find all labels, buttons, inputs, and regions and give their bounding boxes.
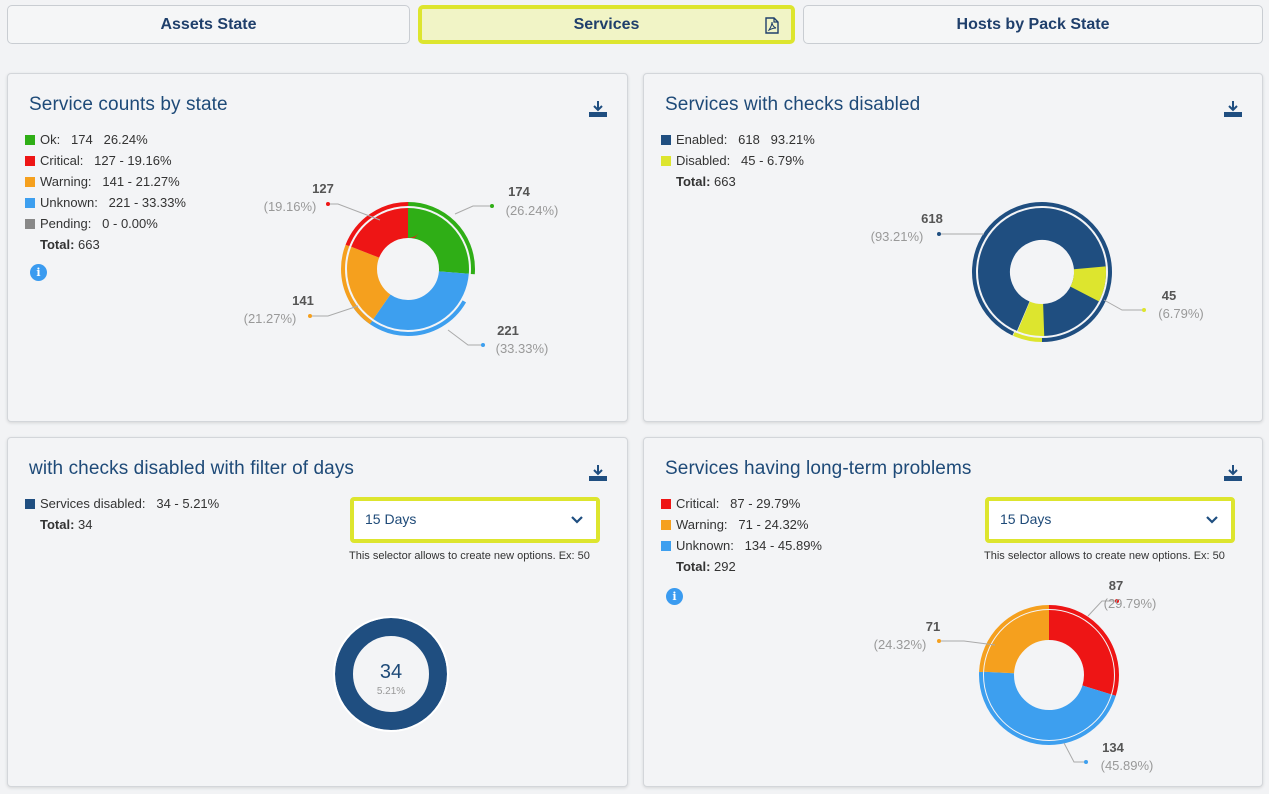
legend-item-unknown: Unknown: 221 - 33.33% — [25, 192, 186, 213]
card-title: Service counts by state — [29, 94, 228, 115]
pdf-icon[interactable] — [765, 17, 779, 34]
legend-item-critical: Critical: 87 - 29.79% — [661, 493, 822, 514]
chevron-down-icon — [571, 516, 583, 524]
label-warning-percent: (21.27%) — [244, 311, 297, 326]
legend: Critical: 87 - 29.79% Warning: 71 - 24.3… — [661, 493, 822, 577]
tab-label: Hosts by Pack State — [956, 15, 1110, 33]
legend-item-warning: Warning: 141 - 21.27% — [25, 171, 186, 192]
chevron-down-icon — [1206, 516, 1218, 524]
legend-item-enabled: Enabled: 618 93.21% — [661, 129, 815, 150]
legend-item-ok: Ok: 174 26.24% — [25, 129, 186, 150]
label-disabled-value: 45 — [1162, 288, 1176, 303]
label-unknown-value: 134 — [1102, 740, 1124, 755]
label-critical-percent: (19.16%) — [264, 199, 317, 214]
label-ok-percent: (26.24%) — [506, 203, 559, 218]
card-title: Services with checks disabled — [665, 94, 921, 115]
download-icon[interactable] — [589, 464, 607, 482]
donut-chart-disabled-days: 34 5.21% — [333, 616, 449, 732]
download-icon[interactable] — [589, 100, 607, 118]
label-warning-percent: (24.32%) — [874, 637, 927, 652]
legend-item-disabled: Disabled: 45 - 6.79% — [661, 150, 815, 171]
label-critical-value: 87 — [1109, 578, 1123, 593]
center-percent: 5.21% — [377, 686, 405, 697]
label-warning-value: 71 — [926, 619, 940, 634]
label-enabled-percent: (93.21%) — [871, 229, 924, 244]
days-selector[interactable]: 15 Days — [985, 497, 1235, 543]
label-unknown-percent: (33.33%) — [496, 341, 549, 356]
legend: Ok: 174 26.24% Critical: 127 - 19.16% Wa… — [25, 129, 186, 255]
label-critical-value: 127 — [312, 181, 334, 196]
legend-item-unknown: Unknown: 134 - 45.89% — [661, 535, 822, 556]
tab-assets-state[interactable]: Assets State — [7, 5, 410, 44]
card-service-counts: Service counts by state Ok: 174 26.24% C… — [7, 73, 628, 422]
legend-total: Total: 663 — [40, 237, 100, 252]
selector-value: 15 Days — [1000, 511, 1052, 527]
legend: Enabled: 618 93.21% Disabled: 45 - 6.79%… — [661, 129, 815, 192]
legend-item-critical: Critical: 127 - 19.16% — [25, 150, 186, 171]
info-icon[interactable]: i — [666, 588, 683, 605]
legend-total: Total: 292 — [676, 559, 736, 574]
card-long-term-problems: Services having long-term problems Criti… — [643, 437, 1263, 787]
legend-item-pending: Pending: 0 - 0.00% — [25, 213, 186, 234]
label-unknown-value: 221 — [497, 323, 519, 338]
info-icon[interactable]: i — [30, 264, 47, 281]
tab-services[interactable]: Services — [418, 5, 795, 44]
selector-hint: This selector allows to create new optio… — [349, 550, 590, 562]
legend-total: Total: 34 — [40, 517, 93, 532]
label-enabled-value: 618 — [921, 211, 943, 226]
card-title: with checks disabled with filter of days — [29, 458, 355, 479]
tab-hosts-by-pack-state[interactable]: Hosts by Pack State — [803, 5, 1263, 44]
legend-item-services-disabled: Services disabled: 34 - 5.21% — [25, 493, 219, 514]
donut-chart-long-term: 87 (29.79%) 71 (24.32%) 134 (45.89%) — [874, 578, 1157, 773]
donut-chart-service-states: 174 (26.24%) 127 (19.16%) 141 (21.27%) 2… — [244, 181, 559, 356]
selector-value: 15 Days — [365, 511, 417, 527]
center-value: 34 — [380, 661, 402, 683]
card-checks-disabled: Services with checks disabled Enabled: 6… — [643, 73, 1263, 422]
card-checks-disabled-days: with checks disabled with filter of days… — [7, 437, 628, 787]
label-disabled-percent: (6.79%) — [1158, 306, 1204, 321]
label-warning-value: 141 — [292, 293, 314, 308]
legend-total: Total: 663 — [676, 174, 736, 189]
tab-label: Services — [573, 15, 640, 33]
legend-item-warning: Warning: 71 - 24.32% — [661, 514, 822, 535]
download-icon[interactable] — [1224, 100, 1242, 118]
card-title: Services having long-term problems — [665, 458, 972, 479]
label-unknown-percent: (45.89%) — [1101, 758, 1154, 773]
tab-label: Assets State — [160, 15, 257, 33]
selector-hint: This selector allows to create new optio… — [984, 550, 1225, 562]
label-critical-percent: (29.79%) — [1104, 596, 1157, 611]
legend: Services disabled: 34 - 5.21% Total: 34 — [25, 493, 219, 535]
days-selector[interactable]: 15 Days — [350, 497, 600, 543]
label-ok-value: 174 — [508, 184, 530, 199]
donut-chart-checks: 618 (93.21%) 45 (6.79%) — [871, 202, 1204, 342]
download-icon[interactable] — [1224, 464, 1242, 482]
